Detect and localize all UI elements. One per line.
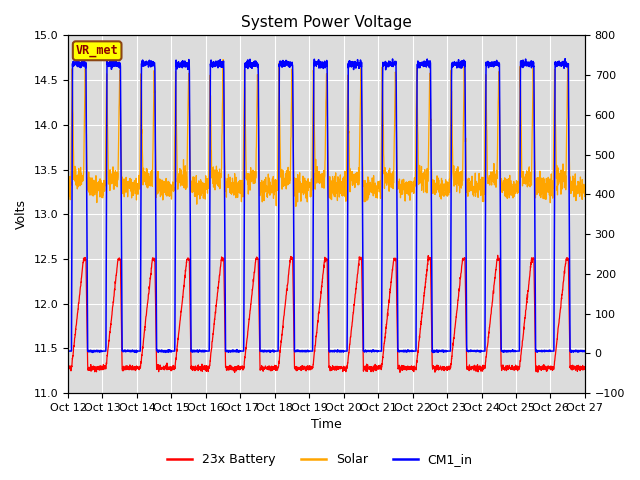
Y-axis label: Volts: Volts: [15, 199, 28, 229]
X-axis label: Time: Time: [311, 419, 342, 432]
Title: System Power Voltage: System Power Voltage: [241, 15, 412, 30]
Legend: 23x Battery, Solar, CM1_in: 23x Battery, Solar, CM1_in: [163, 448, 477, 471]
Text: VR_met: VR_met: [76, 44, 118, 57]
